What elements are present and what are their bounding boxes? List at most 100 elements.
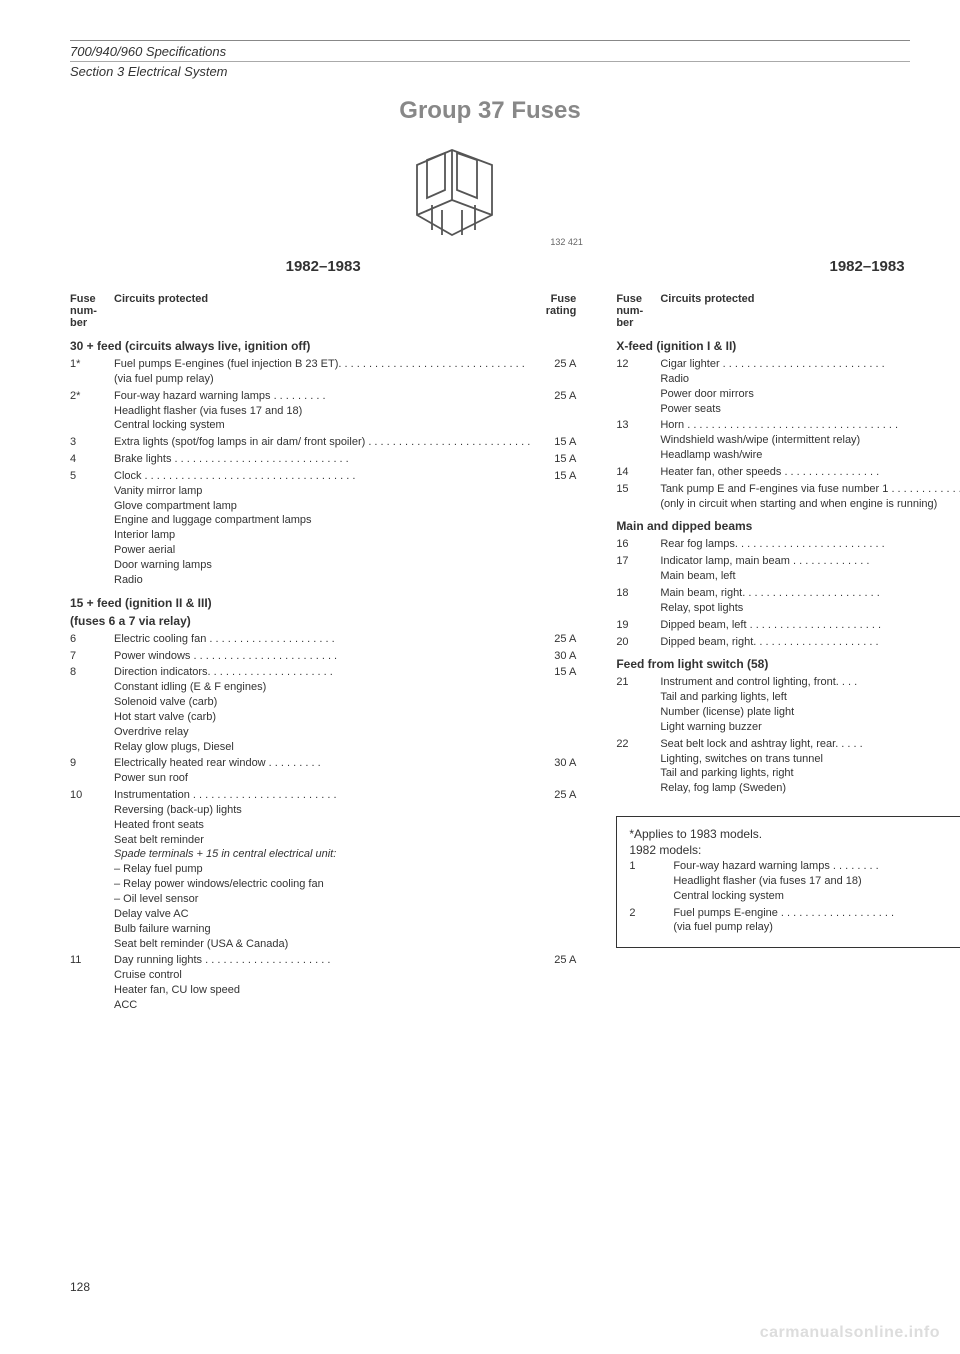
note-box: *Applies to 1983 models. 1982 models: 1F…	[616, 816, 960, 948]
fuse-circuit: Power windows . . . . . . . . . . . . . …	[114, 649, 536, 664]
left-column: 1982–1983 Fusenum-ber Circuits protected…	[70, 258, 576, 1015]
fuse-row: 5Clock . . . . . . . . . . . . . . . . .…	[70, 469, 576, 588]
fuse-circuit: Four-way hazard warning lamps . . . . . …	[673, 859, 960, 904]
fuse-number: 20	[616, 635, 660, 650]
fuse-row: 16Rear fog lamps. . . . . . . . . . . . …	[616, 537, 960, 552]
fuse-subline: Power door mirrors	[660, 387, 960, 402]
fuse-rating: 25 A	[536, 788, 576, 951]
fuse-subline: Headlamp wash/wire	[660, 448, 960, 463]
fuse-number: 11	[70, 953, 114, 1012]
fuse-row: 10Instrumentation . . . . . . . . . . . …	[70, 788, 576, 951]
fuse-subline: – Relay fuel pump	[114, 862, 530, 877]
fuse-subline: Headlight flasher (via fuses 17 and 18)	[114, 404, 530, 419]
section-x-rows: 12Cigar lighter . . . . . . . . . . . . …	[616, 357, 960, 511]
th-circuits: Circuits protected	[114, 293, 526, 329]
fuse-row: 19Dipped beam, left . . . . . . . . . . …	[616, 618, 960, 633]
fuse-number: 7	[70, 649, 114, 664]
fuse-circuit: Brake lights . . . . . . . . . . . . . .…	[114, 452, 536, 467]
fuse-subline: Seat belt reminder (USA & Canada)	[114, 937, 530, 952]
fuse-subline: (only in circuit when starting and when …	[660, 497, 960, 512]
fuse-row: 15Tank pump E and F-engines via fuse num…	[616, 482, 960, 512]
fuse-number: 21	[616, 675, 660, 734]
fuse-row: 6Electric cooling fan . . . . . . . . . …	[70, 632, 576, 647]
th-fuse-num-r: Fusenum-ber	[616, 293, 660, 329]
fuse-number: 17	[616, 554, 660, 584]
fuse-number: 18	[616, 586, 660, 616]
fuse-circuit: Dipped beam, right. . . . . . . . . . . …	[660, 635, 960, 650]
fuse-row: 12Cigar lighter . . . . . . . . . . . . …	[616, 357, 960, 416]
fuse-number: 15	[616, 482, 660, 512]
section-30-title: 30 + feed (circuits always live, ignitio…	[70, 339, 576, 353]
fuse-subline: ACC	[114, 998, 530, 1013]
fuse-circuit: Four-way hazard warning lamps . . . . . …	[114, 389, 536, 434]
fuse-circuit: Electrically heated rear window . . . . …	[114, 756, 536, 786]
fuse-subline: Interior lamp	[114, 528, 530, 543]
fuse-subline: Hot start valve (carb)	[114, 710, 530, 725]
year-heading-right: 1982–1983	[616, 258, 960, 275]
fuse-subline: Heater fan, CU low speed	[114, 983, 530, 998]
fuse-subline: Vanity mirror lamp	[114, 484, 530, 499]
th-fuse-num: Fusenum-ber	[70, 293, 114, 329]
fuse-subline: Glove compartment lamp	[114, 499, 530, 514]
fuse-row: 9Electrically heated rear window . . . .…	[70, 756, 576, 786]
fuse-number: 13	[616, 418, 660, 463]
fuse-row: 3Extra lights (spot/fog lamps in air dam…	[70, 435, 576, 450]
fuse-row: 22Seat belt lock and ashtray light, rear…	[616, 737, 960, 796]
fuse-row: 11Day running lights . . . . . . . . . .…	[70, 953, 576, 1012]
fuse-circuit: Heater fan, other speeds . . . . . . . .…	[660, 465, 960, 480]
fuse-subline: Overdrive relay	[114, 725, 530, 740]
th-circuits-r: Circuits protected	[660, 293, 960, 329]
fuse-rating: 25 A	[536, 389, 576, 434]
fuse-subline: Cruise control	[114, 968, 530, 983]
fuse-rating: 15 A	[536, 665, 576, 754]
fuse-rating: 30 A	[536, 649, 576, 664]
fuse-subline: Delay valve AC	[114, 907, 530, 922]
fuse-subline: Relay glow plugs, Diesel	[114, 740, 530, 755]
fuse-row: 13Horn . . . . . . . . . . . . . . . . .…	[616, 418, 960, 463]
spec-title: 700/940/960 Specifications	[70, 44, 910, 59]
fuse-subline: Engine and luggage compartment lamps	[114, 513, 530, 528]
fuse-subline: Lighting, switches on trans tunnel	[660, 752, 960, 767]
fuse-subline: Light warning buzzer	[660, 720, 960, 735]
fuse-row: 2Fuel pumps E-engine . . . . . . . . . .…	[629, 906, 960, 936]
fuse-icon	[397, 135, 517, 245]
fuse-row: 2*Four-way hazard warning lamps . . . . …	[70, 389, 576, 434]
fuse-number: 1*	[70, 357, 114, 387]
fuse-subline: Main beam, left	[660, 569, 960, 584]
fuse-circuit: Tank pump E and F-engines via fuse numbe…	[660, 482, 960, 512]
fuse-subline: Windshield wash/wipe (intermittent relay…	[660, 433, 960, 448]
fuse-subline: Power sun roof	[114, 771, 530, 786]
fuse-row: 18Main beam, right. . . . . . . . . . . …	[616, 586, 960, 616]
section-main-rows: 16Rear fog lamps. . . . . . . . . . . . …	[616, 537, 960, 649]
fuse-number: 19	[616, 618, 660, 633]
table-header-left: Fusenum-ber Circuits protected Fuseratin…	[70, 293, 576, 329]
fuse-number: 2	[629, 906, 673, 936]
fuse-circuit: Cigar lighter . . . . . . . . . . . . . …	[660, 357, 960, 416]
fuse-subline: Bulb failure warning	[114, 922, 530, 937]
year-heading-left: 1982–1983	[70, 258, 576, 275]
fuse-circuit: Direction indicators. . . . . . . . . . …	[114, 665, 536, 754]
note-rows: 1Four-way hazard warning lamps . . . . .…	[629, 859, 960, 935]
fuse-row: 21Instrument and control lighting, front…	[616, 675, 960, 734]
section-30-rows: 1*Fuel pumps E-engines (fuel injection B…	[70, 357, 576, 588]
fuse-rating: 25 A	[536, 357, 576, 387]
fuse-row: 8Direction indicators. . . . . . . . . .…	[70, 665, 576, 754]
section-title: Section 3 Electrical System	[70, 61, 910, 79]
fuse-number: 8	[70, 665, 114, 754]
fuse-row: 1*Fuel pumps E-engines (fuel injection B…	[70, 357, 576, 387]
fuse-subline: Power aerial	[114, 543, 530, 558]
section-15-subtitle: (fuses 6 a 7 via relay)	[70, 614, 576, 628]
fuse-subline: Radio	[114, 573, 530, 588]
fuse-rating: 15 A	[536, 469, 576, 588]
fuse-subline: Tail and parking lights, right	[660, 766, 960, 781]
fuse-circuit: Fuel pumps E-engine . . . . . . . . . . …	[673, 906, 960, 936]
fuse-subline: Constant idling (E & F engines)	[114, 680, 530, 695]
section-x-title: X-feed (ignition I & II)	[616, 339, 960, 353]
fuse-row: 4Brake lights . . . . . . . . . . . . . …	[70, 452, 576, 467]
fuse-number: 16	[616, 537, 660, 552]
fuse-subline: Radio	[660, 372, 960, 387]
fuse-row: 17Indicator lamp, main beam . . . . . . …	[616, 554, 960, 584]
fuse-rating: 30 A	[536, 756, 576, 786]
fuse-subline: Spade terminals + 15 in central electric…	[114, 847, 530, 862]
fuse-circuit: Dipped beam, left . . . . . . . . . . . …	[660, 618, 960, 633]
